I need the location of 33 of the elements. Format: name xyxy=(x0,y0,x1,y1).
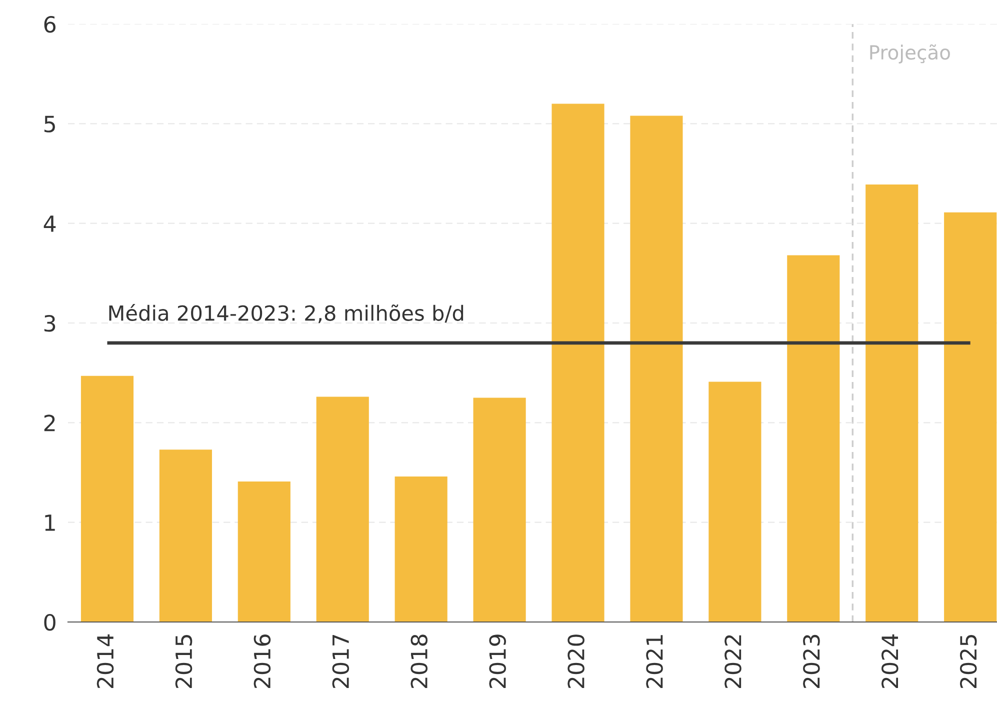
x-tick-label: 2018 xyxy=(410,634,428,688)
bar xyxy=(866,184,918,622)
bar xyxy=(80,376,134,622)
y-tick-label: 2 xyxy=(44,414,55,432)
bar xyxy=(238,481,290,622)
x-tick-label: 2021 xyxy=(646,635,663,688)
x-tick-label: 2014 xyxy=(96,634,114,688)
bar xyxy=(552,104,604,622)
bar xyxy=(316,396,369,622)
y-tick-label: 1 xyxy=(45,514,55,531)
bar xyxy=(473,398,526,622)
bar xyxy=(159,450,212,622)
x-tick-label: 2019 xyxy=(489,634,506,688)
bar xyxy=(787,255,840,622)
y-tick-label: 4 xyxy=(44,216,56,232)
x-tick-label: 2023 xyxy=(803,634,820,688)
y-tick-label: 5 xyxy=(44,116,55,132)
x-tick-label: 2015 xyxy=(175,635,192,688)
x-tick-label: 2017 xyxy=(332,635,350,688)
ref-line-label: Média 2014-2023: 2,8 milhões b/d xyxy=(109,304,464,324)
x-tick-label: 2022 xyxy=(724,635,742,688)
bar xyxy=(394,476,448,622)
x-tick-label: 2024 xyxy=(882,634,898,688)
bar xyxy=(630,116,683,622)
bar xyxy=(944,212,997,622)
x-tick-label: 2016 xyxy=(254,634,271,688)
bar xyxy=(708,382,762,622)
y-tick-label: 0 xyxy=(44,614,56,631)
y-tick-label: 6 xyxy=(44,16,56,33)
x-tick-label: 2025 xyxy=(960,635,977,688)
x-tick-label: 2020 xyxy=(568,634,584,688)
y-tick-label: 3 xyxy=(44,314,56,332)
ref-line-label: Projeção xyxy=(870,44,950,64)
